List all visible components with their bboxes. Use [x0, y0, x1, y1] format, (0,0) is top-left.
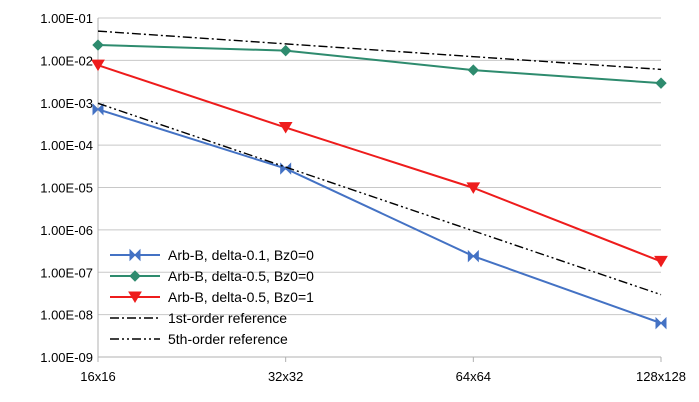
data-point [466, 182, 481, 194]
legend-label: Arb-B, delta-0.1, Bz0=0 [168, 247, 314, 263]
data-point [467, 249, 479, 263]
y-tick-label: 1.00E-03 [40, 96, 93, 111]
series-2 [92, 39, 667, 89]
series-4 [97, 30, 662, 71]
series-line [97, 44, 662, 85]
y-tick-label: 1.00E-02 [40, 53, 93, 68]
y-tick-label: 1.00E-07 [40, 265, 93, 280]
x-tick-label: 128x128 [636, 369, 686, 384]
y-tick-label: 1.00E-08 [40, 308, 93, 323]
y-tick-label: 1.00E-05 [40, 181, 93, 196]
legend-entry: Arb-B, delta-0.5, Bz0=0 [110, 268, 314, 284]
series-group [91, 30, 668, 330]
legend: Arb-B, delta-0.1, Bz0=0 Arb-B, delta-0.5,… [110, 247, 314, 347]
legend-marker [128, 291, 142, 303]
y-tick-label: 1.00E-09 [40, 350, 93, 365]
data-point [655, 77, 667, 89]
data-point [467, 64, 480, 76]
series-3 [91, 59, 668, 268]
legend-entry: 1st-order reference [110, 310, 287, 326]
legend-entry: 5th-order reference [110, 331, 288, 347]
y-tick-label: 1.00E-01 [40, 11, 93, 26]
data-point [280, 162, 292, 175]
y-tick-label: 1.00E-06 [40, 223, 93, 238]
legend-marker [129, 270, 141, 282]
x-tick-label: 32x32 [268, 369, 303, 384]
x-tick-label: 16x16 [80, 369, 115, 384]
data-point [91, 59, 105, 72]
legend-label: 5th-order reference [168, 331, 288, 347]
series-1 [92, 103, 667, 330]
legend-entry: Arb-B, delta-0.5, Bz0=1 [110, 289, 314, 305]
gridlines [98, 17, 661, 316]
legend-label: Arb-B, delta-0.5, Bz0=0 [168, 268, 314, 284]
data-point [279, 44, 292, 57]
data-point [654, 255, 668, 268]
axes [97, 18, 662, 362]
series-line [97, 102, 662, 296]
tick-labels: 1.00E-01 1.00E-02 1.00E-03 1.00E-04 1.00E-05… [40, 11, 686, 384]
series-5 [97, 102, 662, 296]
x-tick-label: 64x64 [456, 369, 491, 384]
series-line [97, 108, 662, 325]
data-point [655, 316, 667, 330]
legend-label: 1st-order reference [168, 310, 287, 326]
legend-marker [129, 248, 141, 262]
legend-entry: Arb-B, delta-0.1, Bz0=0 [110, 247, 314, 263]
data-point [278, 122, 293, 134]
series-line [97, 64, 662, 263]
data-point [92, 39, 104, 51]
legend-label: Arb-B, delta-0.5, Bz0=1 [168, 289, 314, 305]
series-line [97, 30, 662, 71]
y-tick-label: 1.00E-04 [40, 138, 93, 153]
